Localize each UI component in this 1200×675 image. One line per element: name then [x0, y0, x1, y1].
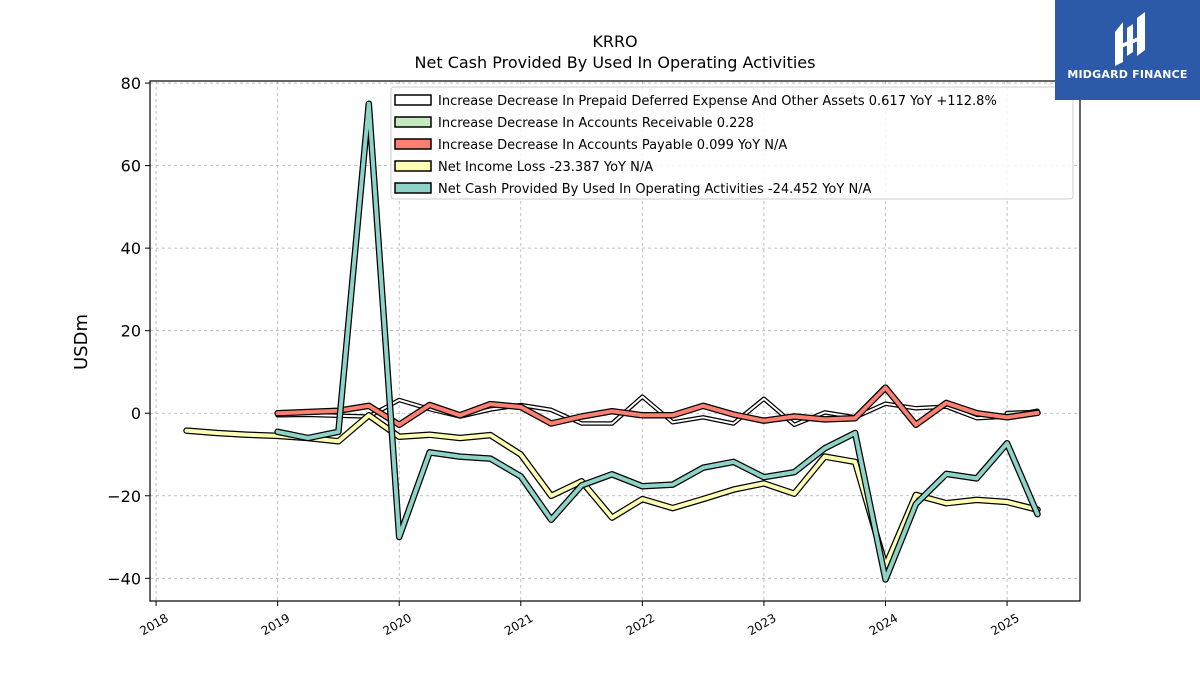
series-line [184, 413, 1040, 568]
y-tick-label: 80 [121, 74, 141, 93]
y-tick-label: −40 [107, 569, 141, 588]
series-2 [274, 384, 1041, 429]
series-layer [183, 100, 1041, 583]
y-tick-label: 60 [121, 157, 141, 176]
legend-swatch [394, 94, 432, 106]
chart-title: KRRO [592, 32, 637, 51]
legend-label: Net Cash Provided By Used In Operating A… [438, 182, 872, 197]
legend-swatch [394, 116, 432, 128]
x-tick-label: 2023 [745, 611, 778, 638]
x-tick-label: 2019 [259, 611, 292, 638]
chart-subtitle: Net Cash Provided By Used In Operating A… [415, 53, 816, 72]
x-tick-label: 2022 [624, 611, 657, 638]
x-tick-label: 2024 [867, 611, 900, 638]
logo-text: MIDGARD FINANCE [1067, 68, 1188, 81]
legend-swatch [394, 160, 432, 172]
x-tick-label: 2025 [988, 611, 1021, 638]
y-tick-label: 0 [131, 404, 141, 423]
legend-label: Net Income Loss -23.387 YoY N/A [438, 160, 653, 175]
legend: Increase Decrease In Prepaid Deferred Ex… [390, 86, 1074, 200]
legend-swatch [394, 182, 432, 194]
series-line [275, 385, 1040, 427]
legend-swatch [394, 138, 432, 150]
series-3 [183, 412, 1041, 570]
x-tick-label: 2021 [502, 611, 535, 638]
y-axis-label: USDm [71, 314, 92, 370]
legend-label: Increase Decrease In Accounts Payable 0.… [438, 138, 787, 153]
series-4 [274, 100, 1041, 583]
legend-label: Increase Decrease In Prepaid Deferred Ex… [438, 94, 997, 109]
series-line [276, 395, 1039, 426]
legend-box [390, 86, 1074, 200]
legend-label: Increase Decrease In Accounts Receivable… [438, 116, 754, 131]
midgard-logo: MIDGARD FINANCE [1055, 0, 1200, 100]
series-line [275, 101, 1040, 582]
y-tick-label: 40 [121, 239, 141, 258]
x-tick-label: 2020 [380, 611, 413, 638]
x-tick-label: 2018 [137, 611, 170, 638]
midgard-logo-icon [1115, 12, 1145, 66]
plot-area-frame [149, 80, 1081, 602]
y-tick-label: −20 [107, 487, 141, 506]
y-tick-label: 20 [121, 322, 141, 341]
series-0 [275, 394, 1040, 428]
